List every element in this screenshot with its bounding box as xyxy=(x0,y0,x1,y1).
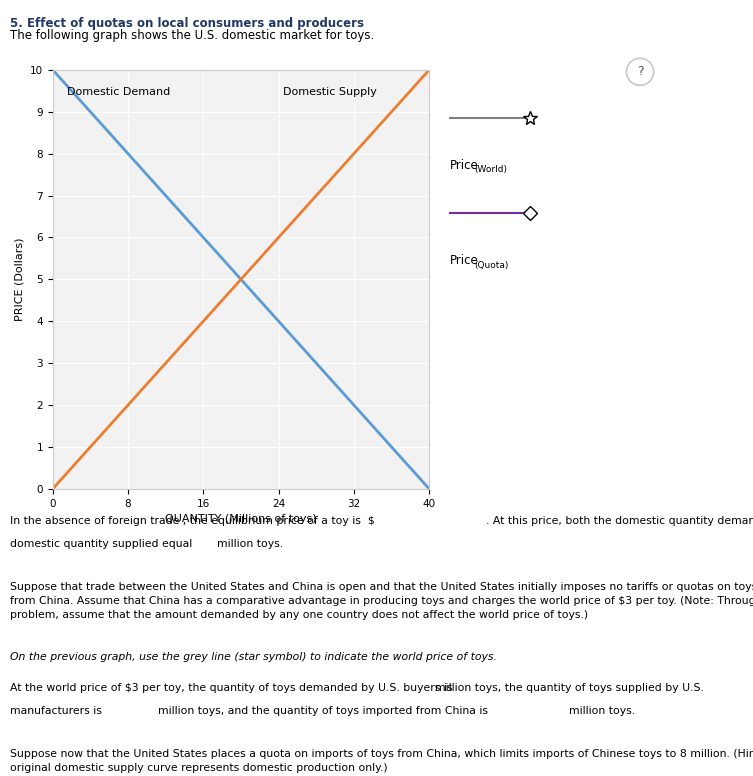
Text: (World): (World) xyxy=(474,165,508,175)
Text: . At this price, both the domestic quantity demanded and the: . At this price, both the domestic quant… xyxy=(486,516,753,526)
Text: million toys, the quantity of toys supplied by U.S.: million toys, the quantity of toys suppl… xyxy=(435,683,704,693)
Text: Domestic Supply: Domestic Supply xyxy=(283,87,377,96)
Text: ?: ? xyxy=(637,65,643,78)
Text: The following graph shows the U.S. domestic market for toys.: The following graph shows the U.S. domes… xyxy=(10,29,374,43)
Text: manufacturers is: manufacturers is xyxy=(10,706,102,716)
Text: (Quota): (Quota) xyxy=(474,261,509,270)
Text: In the absence of foreign trade , the equilibrium price of a toy is  $: In the absence of foreign trade , the eq… xyxy=(10,516,374,526)
Text: domestic quantity supplied equal: domestic quantity supplied equal xyxy=(10,539,192,549)
Text: At the world price of $3 per toy, the quantity of toys demanded by U.S. buyers i: At the world price of $3 per toy, the qu… xyxy=(10,683,453,693)
Text: million toys, and the quantity of toys imported from China is: million toys, and the quantity of toys i… xyxy=(158,706,488,716)
Text: 5. Effect of quotas on local consumers and producers: 5. Effect of quotas on local consumers a… xyxy=(10,17,364,30)
Text: Price: Price xyxy=(450,255,479,268)
Text: Suppose that trade between the United States and China is open and that the Unit: Suppose that trade between the United St… xyxy=(10,582,753,620)
Y-axis label: PRICE (Dollars): PRICE (Dollars) xyxy=(14,237,24,321)
Text: On the previous graph, use the grey line (star symbol) to indicate the world pri: On the previous graph, use the grey line… xyxy=(10,652,497,662)
Text: Domestic Demand: Domestic Demand xyxy=(67,87,170,96)
Text: Price: Price xyxy=(450,159,479,172)
Text: Suppose now that the United States places a quota on imports of toys from China,: Suppose now that the United States place… xyxy=(10,749,753,773)
X-axis label: QUANTITY (Millions of toys): QUANTITY (Millions of toys) xyxy=(165,514,317,524)
Text: million toys.: million toys. xyxy=(217,539,283,549)
Text: million toys.: million toys. xyxy=(569,706,636,716)
